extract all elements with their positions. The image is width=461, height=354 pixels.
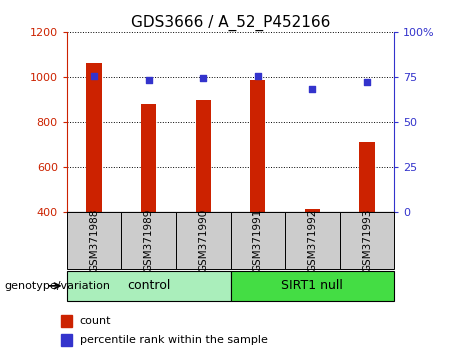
Point (363, 79, 371, 84)
Bar (230, 271, 394, 301)
Text: GSM371993: GSM371993 (362, 209, 372, 273)
Bar (67, 212, 121, 269)
Bar (87, 63, 102, 212)
Point (200, 75, 207, 81)
Text: SIRT1 null: SIRT1 null (281, 279, 343, 292)
Title: GDS3666 / A_52_P452166: GDS3666 / A_52_P452166 (131, 14, 330, 30)
Text: GSM371990: GSM371990 (198, 209, 208, 272)
Text: GSM371991: GSM371991 (253, 209, 263, 273)
Bar (250, 80, 266, 212)
Point (90, 73, 98, 79)
Bar (195, 99, 211, 212)
Point (145, 77, 152, 82)
Bar (61, 334, 72, 346)
Point (308, 86, 316, 92)
Bar (305, 209, 320, 212)
Bar (176, 212, 230, 269)
Bar (285, 212, 340, 269)
Text: GSM371988: GSM371988 (89, 209, 99, 273)
Text: genotype/variation: genotype/variation (5, 281, 111, 291)
Text: GSM371989: GSM371989 (144, 209, 154, 273)
Bar (121, 212, 176, 269)
Text: control: control (127, 279, 171, 292)
Bar (141, 104, 156, 212)
Bar (67, 271, 230, 301)
Text: GSM371992: GSM371992 (307, 209, 317, 273)
Bar (230, 212, 285, 269)
Bar (61, 315, 72, 327)
Bar (359, 142, 374, 212)
Bar (340, 212, 394, 269)
Text: percentile rank within the sample: percentile rank within the sample (80, 335, 268, 345)
Point (254, 73, 261, 79)
Text: count: count (80, 316, 111, 326)
